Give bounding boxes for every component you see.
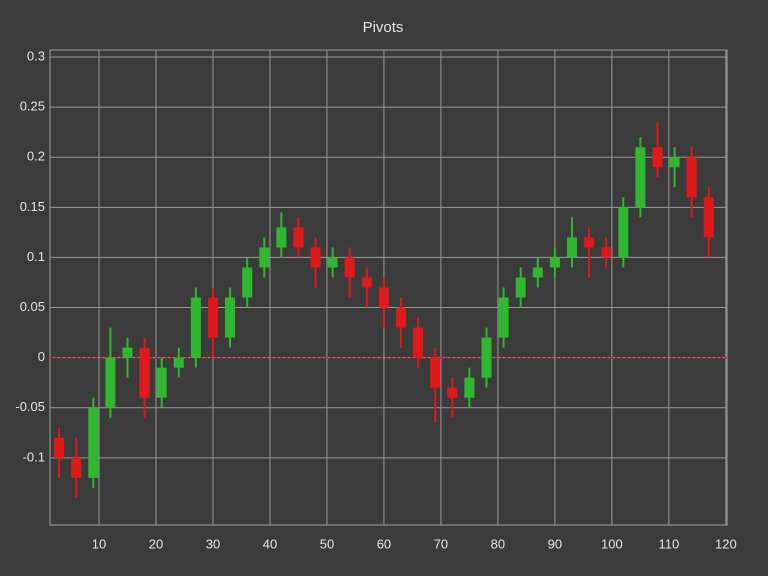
candle-body [549, 257, 560, 268]
candle-body [566, 237, 577, 258]
candle-body [225, 297, 236, 338]
x-tick-label: 90 [548, 536, 562, 551]
x-tick-label: 10 [92, 536, 106, 551]
candle-body [344, 257, 355, 278]
candle-body [54, 437, 65, 458]
y-tick-label: 0.2 [27, 149, 45, 164]
candle-body [378, 287, 389, 308]
candle-body [652, 147, 663, 168]
candle-body [361, 277, 372, 288]
y-tick-label: 0.05 [20, 299, 45, 314]
candle-body [686, 157, 697, 198]
candle-body [669, 157, 680, 168]
candle-body [156, 367, 167, 398]
x-tick-label: 60 [377, 536, 391, 551]
x-tick-label: 50 [320, 536, 334, 551]
candle-body [532, 267, 543, 278]
y-tick-label: 0 [38, 349, 45, 364]
candle-body [601, 247, 612, 258]
candle-body [635, 147, 646, 208]
candle-body [396, 307, 407, 328]
candle-body [515, 277, 526, 298]
candle-body [413, 327, 424, 358]
x-tick-label: 100 [601, 536, 623, 551]
candle-body [122, 347, 133, 358]
x-tick-label: 70 [434, 536, 448, 551]
candle-body [259, 247, 270, 268]
candle-body [584, 237, 595, 248]
y-tick-label: 0.15 [20, 199, 45, 214]
y-tick-label: 0.1 [27, 249, 45, 264]
y-tick-label: 0.25 [20, 99, 45, 114]
y-tick-label: -0.1 [23, 449, 45, 464]
candle-body [481, 337, 492, 378]
x-tick-label: 20 [149, 536, 163, 551]
candle-body [310, 247, 321, 268]
candle-body [447, 387, 458, 398]
x-tick-label: 40 [263, 536, 277, 551]
candle-body [105, 357, 116, 408]
chart-title: Pivots [363, 19, 404, 36]
x-tick-label: 80 [491, 536, 505, 551]
x-tick-label: 120 [715, 536, 737, 551]
candle-body [430, 357, 441, 388]
candle-body [173, 357, 184, 368]
x-tick-label: 30 [206, 536, 220, 551]
candle-body [139, 347, 150, 398]
candle-body [498, 297, 509, 338]
candle-body [293, 227, 304, 248]
y-tick-label: 0.3 [27, 48, 45, 63]
candle-body [242, 267, 253, 298]
candle-body [618, 207, 629, 258]
candle-body [276, 227, 287, 248]
candle-body [190, 297, 201, 358]
candle-body [703, 197, 714, 238]
candle-body [327, 257, 338, 268]
candle-body [88, 407, 99, 478]
x-tick-label: 110 [659, 536, 680, 551]
y-tick-label: -0.05 [15, 399, 45, 414]
candle-body [207, 297, 218, 338]
candle-body [71, 457, 82, 478]
candle-body [464, 377, 475, 398]
